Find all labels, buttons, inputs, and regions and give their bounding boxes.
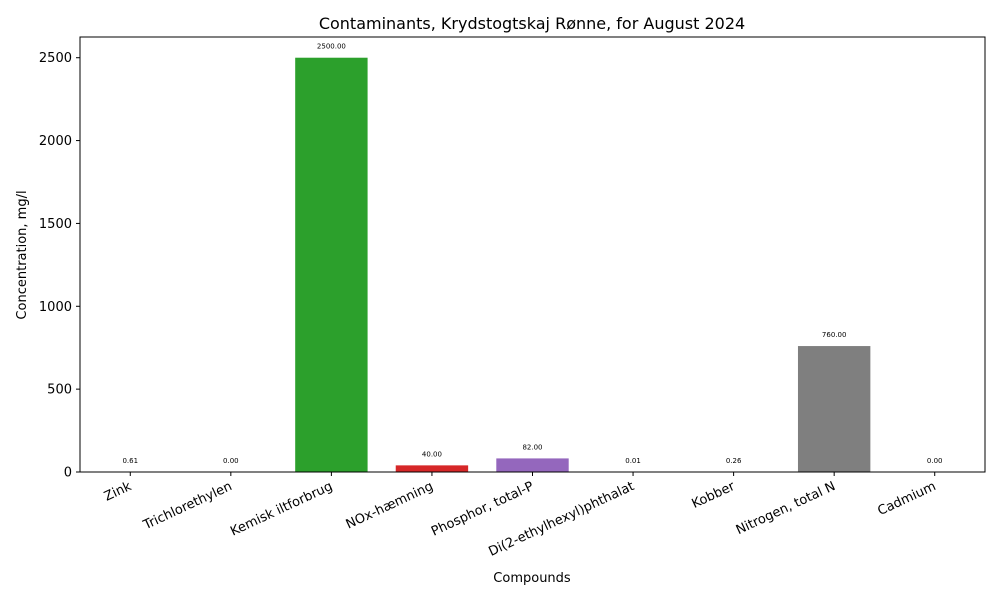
data-label-0: 0.61 bbox=[122, 457, 138, 465]
data-label-3: 40.00 bbox=[422, 450, 442, 458]
bar-3 bbox=[396, 465, 468, 472]
x-axis-label: Compounds bbox=[493, 571, 571, 586]
y-tick-label-3: 1500 bbox=[39, 217, 72, 232]
data-label-7: 760.00 bbox=[822, 331, 847, 339]
bar-4 bbox=[496, 458, 568, 472]
data-label-6: 0.26 bbox=[726, 457, 742, 465]
y-tick-label-4: 2000 bbox=[39, 134, 72, 149]
y-tick-label-5: 2500 bbox=[39, 51, 72, 66]
x-tick-label-1: Trichlorethylen bbox=[140, 479, 234, 534]
x-tick-label-7: Nitrogen, total N bbox=[734, 479, 838, 538]
plot-area: 0.61 Zink 0.00 Trichlorethylen 2500.00 Kemisk… bbox=[39, 37, 985, 560]
x-tick-label-0: Zink bbox=[102, 479, 134, 505]
data-label-1: 0.00 bbox=[223, 457, 239, 465]
y-axis-label: Concentration, mg/l bbox=[15, 190, 30, 319]
bar-7 bbox=[798, 346, 870, 472]
x-tick-label-6: Kobber bbox=[690, 479, 738, 512]
data-label-5: 0.01 bbox=[625, 457, 641, 465]
chart-title: Contaminants, Krydstogtskaj Rønne, for A… bbox=[319, 14, 745, 33]
data-label-8: 0.00 bbox=[927, 457, 943, 465]
y-tick-label-2: 1000 bbox=[39, 300, 72, 315]
x-tick-label-8: Cadmium bbox=[875, 479, 938, 519]
bar-2 bbox=[295, 58, 367, 472]
x-tick-label-3: NOx-hæmning bbox=[344, 479, 436, 532]
data-label-2: 2500.00 bbox=[317, 43, 346, 51]
data-label-4: 82.00 bbox=[522, 443, 542, 451]
y-tick-label-0: 0 bbox=[64, 466, 72, 481]
y-tick-label-1: 500 bbox=[47, 383, 72, 398]
x-tick-label-2: Kemisk iltforbrug bbox=[228, 479, 335, 539]
